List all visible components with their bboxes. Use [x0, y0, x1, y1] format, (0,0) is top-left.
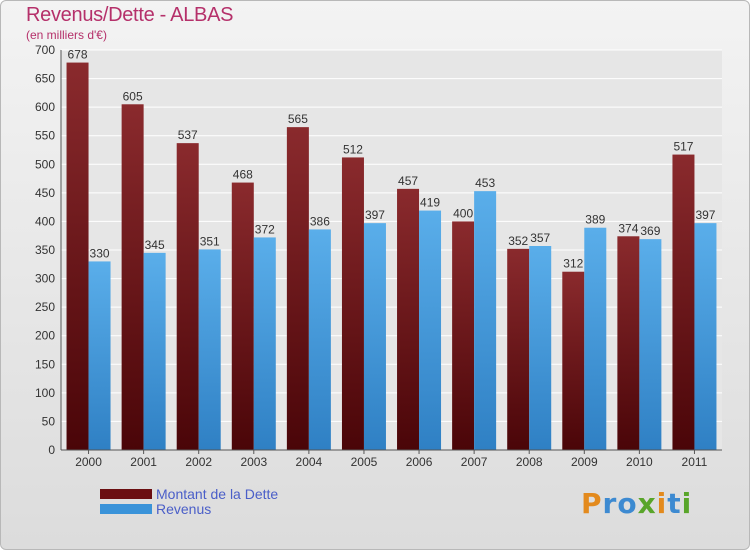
bar-dette — [507, 248, 530, 450]
bar-revenus — [198, 249, 221, 450]
y-tick-label: 100 — [35, 386, 55, 400]
x-tick-label: 2005 — [351, 455, 378, 469]
x-tick-label: 2009 — [571, 455, 598, 469]
y-tick-label: 0 — [48, 443, 55, 457]
bar-revenus — [639, 239, 662, 450]
y-tick-label: 700 — [35, 43, 55, 57]
y-tick-label: 50 — [42, 414, 56, 428]
data-label: 453 — [475, 176, 495, 190]
data-label: 389 — [585, 213, 605, 227]
y-tick-label: 500 — [35, 157, 55, 171]
data-label: 400 — [453, 206, 473, 220]
bar-dette — [672, 154, 695, 451]
data-label: 512 — [343, 142, 363, 156]
data-label: 330 — [90, 246, 110, 260]
data-label: 565 — [288, 112, 308, 126]
data-label: 457 — [398, 174, 418, 188]
x-tick-label: 2010 — [626, 455, 653, 469]
bar-dette — [66, 62, 89, 450]
x-tick-label: 2011 — [682, 455, 708, 469]
data-label: 537 — [178, 128, 198, 142]
y-tick-label: 350 — [35, 243, 55, 257]
y-tick-label: 250 — [35, 300, 55, 314]
y-tick-label: 300 — [35, 272, 55, 286]
bar-dette — [121, 104, 144, 451]
data-label: 351 — [200, 234, 220, 248]
bar-revenus — [474, 191, 497, 450]
data-label: 357 — [530, 231, 550, 245]
data-label: 517 — [673, 140, 693, 154]
chart-subtitle: (en milliers d'€) — [26, 28, 107, 42]
bar-dette — [617, 236, 640, 450]
data-label: 352 — [508, 234, 528, 248]
data-label: 372 — [255, 222, 275, 236]
bar-dette — [341, 157, 364, 450]
data-label: 386 — [310, 214, 330, 228]
data-label: 397 — [695, 208, 715, 222]
y-tick-label: 150 — [35, 357, 55, 371]
y-tick-label: 650 — [35, 72, 55, 86]
legend-label-revenus: Revenus — [156, 501, 212, 517]
y-tick-label: 400 — [35, 214, 55, 228]
y-tick-label: 550 — [35, 129, 55, 143]
bar-revenus — [419, 210, 442, 450]
bar-revenus — [694, 223, 717, 450]
bar-dette — [231, 182, 254, 451]
data-label: 369 — [640, 224, 660, 238]
data-label: 312 — [563, 257, 583, 271]
bar-revenus — [88, 261, 111, 450]
data-label: 419 — [420, 196, 440, 210]
x-tick-label: 2002 — [185, 455, 212, 469]
legend-item-debt: Montant de la Dette — [100, 486, 278, 502]
bar-revenus — [253, 237, 276, 450]
data-label: 374 — [618, 221, 638, 235]
proxiti-logo: Proxiti — [581, 487, 693, 520]
chart-title: Revenus/Dette - ALBAS — [26, 4, 234, 26]
bar-revenus — [529, 246, 552, 450]
bar-revenus — [308, 229, 331, 450]
data-label: 678 — [68, 48, 88, 62]
x-tick-label: 2007 — [461, 455, 488, 469]
x-tick-label: 2004 — [296, 455, 323, 469]
bar-dette — [176, 143, 199, 450]
y-tick-label: 450 — [35, 186, 55, 200]
bar-dette — [562, 271, 585, 450]
y-tick-label: 600 — [35, 100, 55, 114]
legend-swatch-debt — [100, 489, 152, 499]
legend-item-revenus: Revenus — [100, 501, 211, 517]
bar-revenus — [584, 227, 607, 450]
x-tick-label: 2008 — [516, 455, 543, 469]
x-tick-label: 2006 — [406, 455, 433, 469]
data-label: 605 — [123, 89, 143, 103]
x-tick-label: 2003 — [240, 455, 267, 469]
x-tick-label: 2001 — [130, 455, 157, 469]
legend-swatch-revenus — [100, 504, 152, 514]
bar-dette — [452, 221, 475, 450]
bar-revenus — [363, 223, 386, 450]
bar-dette — [286, 127, 309, 451]
legend-label-debt: Montant de la Dette — [156, 486, 279, 502]
x-tick-label: 2000 — [75, 455, 102, 469]
data-label: 345 — [145, 238, 165, 252]
data-label: 397 — [365, 208, 385, 222]
bar-revenus — [143, 252, 166, 450]
bar-dette — [397, 188, 420, 450]
data-label: 468 — [233, 168, 253, 182]
y-tick-label: 200 — [35, 329, 55, 343]
